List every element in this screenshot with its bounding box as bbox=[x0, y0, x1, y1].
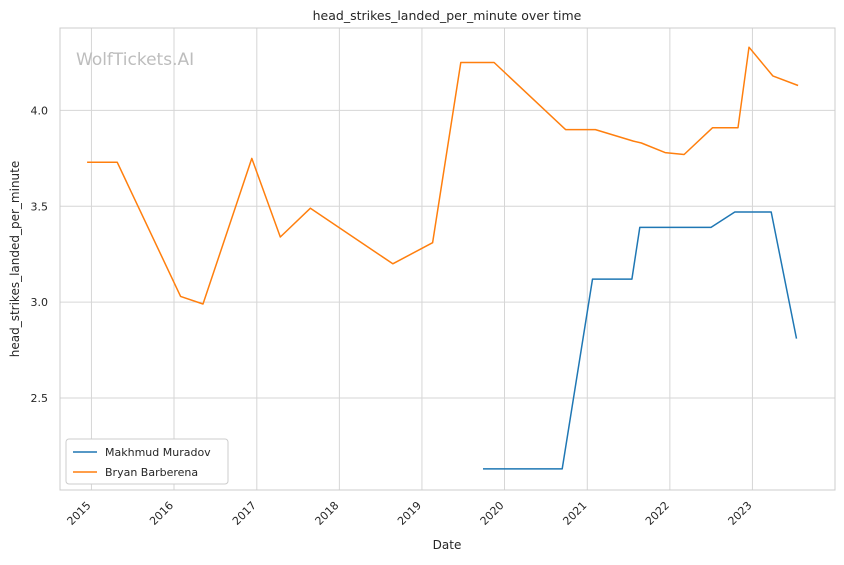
y-tick-label: 3.5 bbox=[31, 200, 49, 213]
series-layer bbox=[87, 46, 799, 470]
x-tick-label: 2023 bbox=[726, 499, 755, 528]
x-tick-label: 2015 bbox=[65, 499, 94, 528]
chart-title: head_strikes_landed_per_minute over time bbox=[313, 8, 582, 23]
y-tick-label: 3.0 bbox=[31, 296, 49, 309]
x-axis-label: Date bbox=[433, 538, 462, 552]
series-line-makhmud-muradov bbox=[483, 211, 798, 470]
grid bbox=[60, 28, 835, 490]
y-tick-label: 2.5 bbox=[31, 392, 49, 405]
series-line-bryan-barberena bbox=[87, 46, 799, 305]
x-tick-label: 2016 bbox=[147, 499, 176, 528]
x-tick-labels: 2015 2016 2017 2018 2019 2020 2021 2022 2023 bbox=[65, 499, 755, 528]
y-tick-label: 4.0 bbox=[31, 104, 49, 117]
x-tick-label: 2020 bbox=[478, 499, 507, 528]
x-tick-label: 2019 bbox=[395, 499, 424, 528]
watermark: WolfTickets.AI bbox=[76, 50, 194, 70]
y-axis-label: head_strikes_landed_per_minute bbox=[8, 161, 22, 358]
x-tick-label: 2018 bbox=[313, 499, 342, 528]
legend-label-bryan-barberena: Bryan Barberena bbox=[105, 466, 198, 479]
legend: Makhmud Muradov Bryan Barberena bbox=[65, 438, 229, 485]
y-tick-labels: 2.5 3.0 3.5 4.0 bbox=[31, 104, 49, 405]
legend-label-makhmud-muradov: Makhmud Muradov bbox=[105, 446, 211, 459]
x-tick-label: 2022 bbox=[643, 499, 672, 528]
x-tick-label: 2017 bbox=[230, 499, 259, 528]
legend-box bbox=[65, 438, 229, 485]
x-tick-label: 2021 bbox=[560, 499, 589, 528]
plot-frame bbox=[59, 27, 836, 491]
